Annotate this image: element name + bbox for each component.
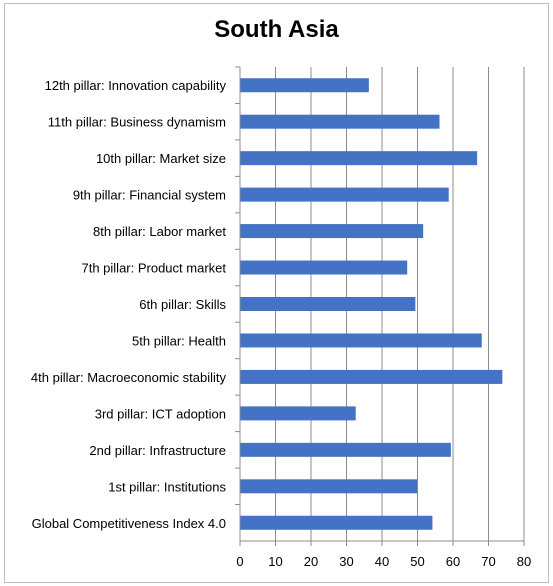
axes	[235, 66, 525, 546]
category-label: 11th pillar: Business dynamism	[48, 115, 226, 130]
category-label: 7th pillar: Product market	[81, 261, 226, 276]
x-tick-label: 50	[410, 554, 424, 569]
bar	[240, 260, 408, 275]
bars	[240, 78, 503, 530]
x-tick-label: 0	[236, 554, 243, 569]
x-tick-label: 10	[268, 554, 282, 569]
category-label: 8th pillar: Labor market	[93, 224, 226, 239]
category-label: 4th pillar: Macroeconomic stability	[31, 370, 227, 385]
category-label: 12th pillar: Innovation capability	[45, 78, 227, 93]
category-label: 9th pillar: Financial system	[73, 188, 226, 203]
category-label: 3rd pillar: ICT adoption	[95, 406, 226, 421]
bar	[240, 151, 478, 166]
x-tick-label: 40	[375, 554, 389, 569]
category-label: 6th pillar: Skills	[139, 297, 226, 312]
x-tick-label: 80	[517, 554, 531, 569]
category-label: 10th pillar: Market size	[96, 151, 226, 166]
bar	[240, 442, 451, 457]
x-tick-label: 70	[481, 554, 495, 569]
bar	[240, 187, 449, 202]
category-labels: 12th pillar: Innovation capability 11th p…	[31, 78, 227, 531]
bar	[240, 479, 418, 494]
category-label: 1st pillar: Institutions	[108, 479, 226, 494]
bar	[240, 297, 416, 311]
chart-title: South Asia	[214, 16, 339, 43]
x-tick-label: 60	[446, 554, 460, 569]
x-tick-labels: 0 10 20 30 40 50 60 70 80	[236, 554, 531, 569]
category-label: 2nd pillar: Infrastructure	[89, 443, 226, 458]
x-tick-label: 20	[304, 554, 318, 569]
category-label: 5th pillar: Health	[132, 333, 226, 348]
bar	[240, 406, 356, 421]
x-tick-label: 30	[339, 554, 353, 569]
bar	[240, 224, 424, 239]
bar	[240, 369, 503, 384]
category-label: Global Competitiveness Index 4.0	[32, 516, 226, 531]
bar	[240, 78, 369, 93]
bar	[240, 114, 440, 129]
bar	[240, 515, 433, 530]
bar	[240, 333, 482, 348]
